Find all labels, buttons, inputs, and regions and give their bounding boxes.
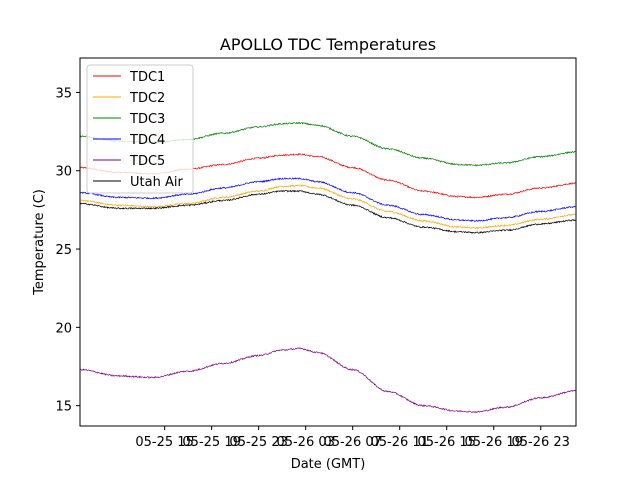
- y-axis: 15 20 25 30 35: [55, 86, 80, 415]
- y-tick-label: 25: [55, 243, 72, 258]
- y-tick-label: 15: [55, 400, 72, 415]
- legend-label-tdc3: TDC3: [129, 112, 165, 127]
- x-tick-label: 05-26 19: [464, 435, 522, 450]
- x-tick-label: 05-26 03: [276, 435, 334, 450]
- legend: TDC1 TDC2 TDC3 TDC4 TDC5 Utah Air: [86, 64, 194, 194]
- legend-label-tdc2: TDC2: [129, 91, 165, 106]
- x-tick-label: 05-26 07: [323, 435, 381, 450]
- series-line-tdc2: [80, 184, 576, 230]
- x-tick-label: 05-26 15: [417, 435, 475, 450]
- x-tick-label: 05-25 15: [135, 435, 193, 450]
- x-axis-title: Date (GMT): [291, 457, 366, 472]
- y-tick-label: 30: [55, 165, 72, 180]
- x-tick-label: 05-26 23: [512, 435, 570, 450]
- y-axis-title: Temperature (C): [32, 189, 47, 296]
- legend-label-tdc4: TDC4: [129, 133, 165, 148]
- legend-label-tdc5: TDC5: [129, 154, 165, 169]
- legend-label-tdc1: TDC1: [129, 70, 165, 85]
- series-line-utah-air: [80, 189, 576, 234]
- chart-title: APOLLO TDC Temperatures: [220, 35, 436, 54]
- y-tick-label: 35: [55, 86, 72, 101]
- x-tick-label: 05-25 19: [182, 435, 240, 450]
- legend-label-utah-air: Utah Air: [130, 175, 183, 190]
- series-line-tdc4: [80, 177, 576, 223]
- x-tick-label: 05-25 23: [229, 435, 287, 450]
- x-tick-label: 05-26 11: [370, 435, 428, 450]
- series-line-tdc5: [80, 347, 576, 414]
- plot-frame: [79, 57, 577, 427]
- y-tick-label: 20: [55, 321, 72, 336]
